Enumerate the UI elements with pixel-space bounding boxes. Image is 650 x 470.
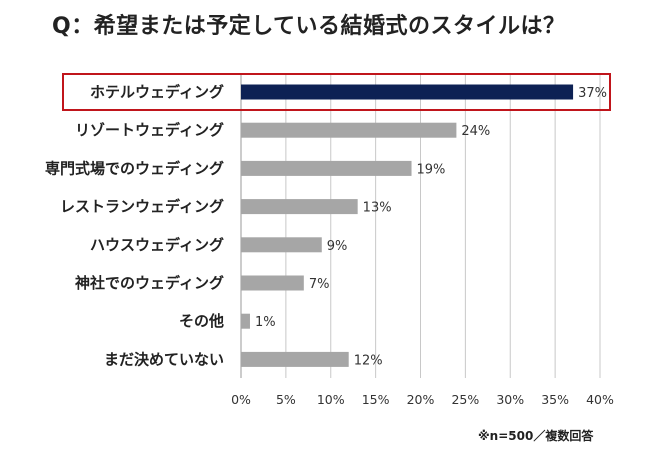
data-labels: 37% 24% 19% 13% 9% 7% 1% 12% (255, 86, 607, 368)
category-label: まだ決めていない (104, 350, 224, 368)
category-label: レストランウェディング (60, 198, 224, 216)
category-label: ハウスウェディング (90, 236, 224, 254)
data-label: 37% (578, 86, 607, 101)
chart-title: Q：希望または予定している結婚式のスタイルは？ (52, 14, 566, 39)
category-label: 専門式場でのウェディング (45, 159, 224, 177)
x-tick-label: 0% (231, 392, 251, 407)
data-label: 13% (363, 201, 392, 216)
x-tick-label: 40% (586, 392, 614, 407)
bar (241, 351, 349, 367)
bar (241, 160, 412, 176)
data-label: 12% (354, 353, 383, 368)
category-labels: ホテルウェディングリゾートウェディング専門式場でのウェディングレストランウェディ… (45, 83, 224, 368)
bar-highlighted (241, 84, 574, 100)
category-label: その他 (179, 312, 224, 330)
bars (241, 84, 574, 367)
category-label: リゾートウェディング (75, 121, 224, 139)
x-tick-label: 15% (362, 392, 390, 407)
x-tick-label: 20% (407, 392, 435, 407)
x-tick-label: 10% (317, 392, 345, 407)
x-tick-label: 30% (496, 392, 524, 407)
highlight-box (62, 73, 611, 111)
bar (241, 313, 250, 329)
x-tick-label: 25% (451, 392, 479, 407)
highlight-box-layer (62, 73, 611, 111)
gridlines (240, 75, 601, 378)
bar (241, 122, 457, 138)
bar (241, 237, 322, 253)
data-label: 9% (327, 239, 348, 254)
data-label: 24% (461, 124, 490, 139)
x-tick-label: 5% (276, 392, 296, 407)
data-label: 19% (417, 162, 446, 177)
x-tick-labels: 0% 5% 10% 15% 20% 25% 30% 35% 40% (231, 392, 614, 407)
sample-size-footnote: ※n=500／複数回答 (478, 429, 594, 443)
x-tick-label: 35% (541, 392, 569, 407)
data-label: 1% (255, 315, 276, 330)
data-label: 7% (309, 277, 330, 292)
bar (241, 199, 358, 215)
category-label: ホテルウェディング (90, 83, 224, 101)
category-label: 神社でのウェディング (75, 274, 224, 292)
bar (241, 275, 304, 291)
